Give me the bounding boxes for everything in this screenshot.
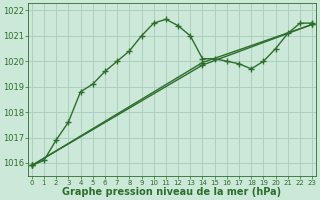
X-axis label: Graphe pression niveau de la mer (hPa): Graphe pression niveau de la mer (hPa): [62, 187, 282, 197]
